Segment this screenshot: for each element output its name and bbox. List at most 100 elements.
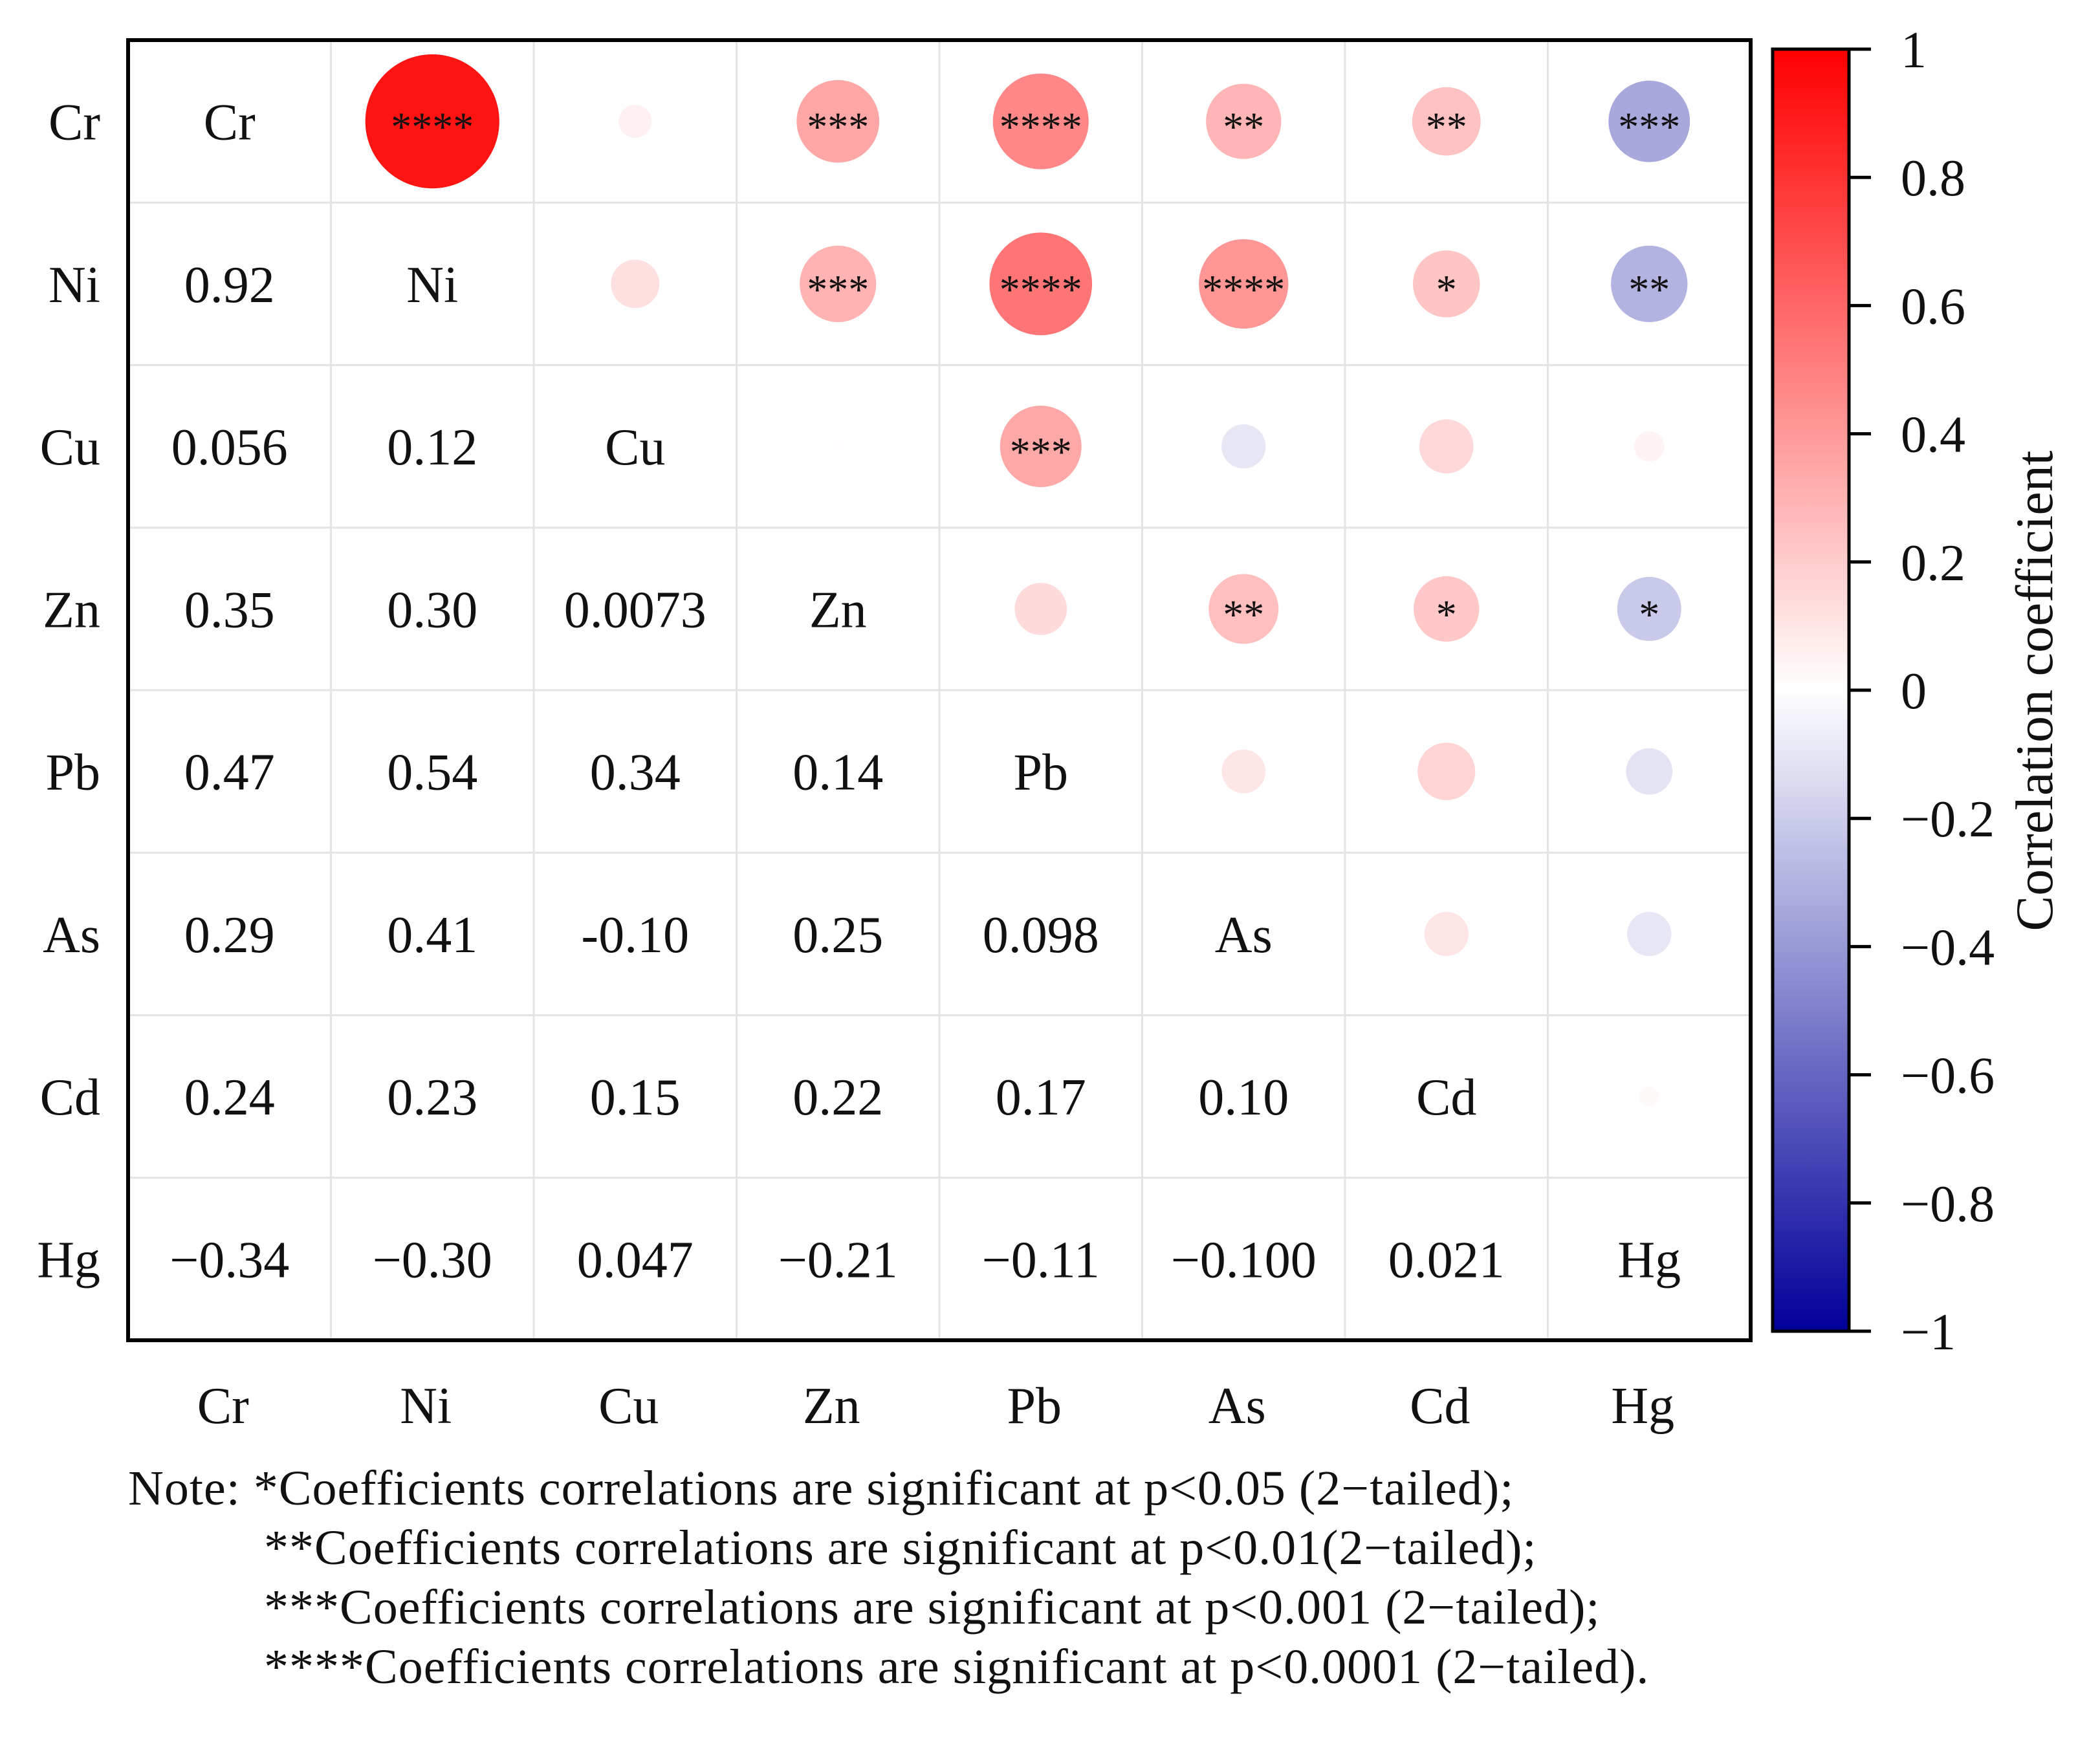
significance-marker: * (1639, 591, 1659, 637)
column-label: Ni (400, 1378, 452, 1435)
coefficient-label: 0.021 (1388, 1232, 1505, 1289)
significance-marker: **** (1000, 266, 1082, 312)
note-line-3: ***Coefficients correlations are signifi… (264, 1580, 1601, 1635)
coefficient-label: 0.34 (590, 745, 681, 801)
coefficient-label: 0.25 (793, 907, 883, 964)
coefficient-label: 0.10 (1198, 1069, 1289, 1126)
coefficient-label: -0.10 (581, 907, 689, 964)
correlation-circle (1412, 87, 1481, 156)
significance-marker: ** (1628, 266, 1670, 312)
coefficient-label: 0.056 (171, 419, 288, 476)
coefficient-label: 0.92 (184, 257, 275, 314)
correlation-circle (365, 54, 499, 189)
coefficient-label: 0.22 (793, 1069, 883, 1126)
coefficient-label: −0.100 (1171, 1232, 1317, 1289)
colorbar-tick-label: −0.4 (1901, 919, 1995, 976)
note-line-1: Note: *Coefficients correlations are sig… (128, 1461, 1515, 1516)
coefficient-label: 0.30 (387, 582, 477, 638)
correlation-circle (989, 232, 1093, 336)
correlation-circle (1611, 245, 1688, 323)
correlation-circle (1639, 1086, 1659, 1107)
correlation-circle (1221, 749, 1266, 794)
significance-marker: **** (1202, 266, 1285, 312)
correlation-circle (1000, 406, 1082, 488)
colorbar-title: Correlation coefficient (2005, 450, 2064, 931)
coefficient-label: 0.17 (996, 1069, 1086, 1126)
row-labels: Cr Ni Cu Zn Pb As Cd Hg (37, 94, 100, 1289)
coefficient-label: 0.41 (387, 907, 477, 964)
diagonal-label: Zn (809, 582, 867, 638)
coefficient-label: 0.0073 (564, 582, 706, 638)
coefficient-label: 0.15 (590, 1069, 681, 1126)
correlation-circle (1417, 743, 1476, 801)
correlation-circle (618, 105, 652, 138)
coefficient-label: −0.30 (373, 1232, 492, 1289)
correlation-circle (1209, 574, 1279, 644)
correlation-circle (800, 245, 877, 323)
significance-marker: *** (1618, 104, 1680, 150)
column-label: As (1209, 1378, 1266, 1435)
colorbar-tick-label: 1 (1901, 22, 1927, 79)
coefficient-label: 0.35 (184, 582, 275, 638)
coefficient-label: −0.21 (778, 1232, 898, 1289)
column-label: Cd (1410, 1378, 1470, 1435)
column-label: Hg (1611, 1378, 1674, 1435)
colorbar-tick-label: 0 (1901, 663, 1927, 720)
correlation-circle (1414, 576, 1480, 642)
column-label: Cr (197, 1378, 249, 1435)
correlation-circle (1627, 911, 1672, 957)
colorbar-gradient (1771, 47, 1851, 1333)
significance-notes: Note: *Coefficients correlations are sig… (128, 1459, 1649, 1697)
colorbar-tick-label: 0.8 (1901, 150, 1965, 207)
diagonal-label: Hg (1617, 1232, 1681, 1289)
colorbar-tick-label: 0.2 (1901, 535, 1965, 592)
significance-marker: *** (1010, 429, 1072, 475)
correlation-circle (1014, 582, 1067, 635)
correlation-circle (1608, 80, 1690, 162)
row-label: Zn (43, 582, 100, 638)
significance-marker: *** (807, 266, 869, 312)
note-line-4: ****Coefficients correlations are signif… (264, 1640, 1650, 1694)
matrix-cells: Cr **** *** **** ** ** ***0.92 Ni *** **** **** * **… (170, 54, 1690, 1289)
significance-marker: *** (807, 104, 869, 150)
correlation-circle (1199, 239, 1289, 329)
significance-marker: **** (391, 104, 474, 150)
diagonal-label: Cu (605, 419, 665, 476)
colorbar-tick-label: 0.6 (1901, 278, 1965, 335)
significance-marker: ** (1223, 591, 1264, 637)
correlation-circle (1221, 424, 1266, 469)
coefficient-label: 0.29 (184, 907, 275, 964)
plot-frame (126, 38, 1753, 1342)
correlation-circle (1617, 576, 1681, 641)
colorbar-tick-label: −0.6 (1901, 1048, 1995, 1105)
coefficient-label: 0.047 (577, 1232, 694, 1289)
diagonal-label: Cd (1416, 1069, 1476, 1126)
correlation-circle (1412, 250, 1480, 318)
column-label: Pb (1007, 1378, 1062, 1435)
diagonal-label: Cr (204, 94, 256, 151)
correlation-circle (1206, 83, 1282, 159)
row-label: Pb (46, 745, 101, 801)
row-label: Cr (49, 94, 100, 151)
correlation-circle (1634, 431, 1665, 462)
coefficient-label: 0.24 (184, 1069, 275, 1126)
colorbar-tick-label: −0.8 (1901, 1176, 1995, 1233)
correlation-circle (796, 80, 880, 163)
significance-marker: ** (1426, 104, 1467, 150)
diagonal-label: Ni (406, 257, 458, 314)
column-label: Cu (598, 1378, 659, 1435)
coefficient-label: 0.54 (387, 745, 477, 801)
significance-marker: * (1436, 266, 1457, 312)
significance-marker: ** (1223, 104, 1264, 150)
row-label: Hg (37, 1232, 100, 1289)
coefficient-label: 0.12 (387, 419, 477, 476)
coefficient-label: −0.11 (982, 1232, 1100, 1289)
note-line-2: **Coefficients correlations are signific… (264, 1521, 1537, 1575)
coefficient-label: 0.098 (983, 907, 1099, 964)
correlation-circle (1419, 419, 1474, 473)
coefficient-label: 0.14 (793, 745, 883, 801)
row-label: Cd (40, 1069, 100, 1126)
correlation-circle (611, 259, 660, 309)
colorbar: 1 0.8 0.6 0.4 0.2 0 −0.2 −0.4 −0.6 −0.8 −1 (1771, 22, 1995, 1361)
